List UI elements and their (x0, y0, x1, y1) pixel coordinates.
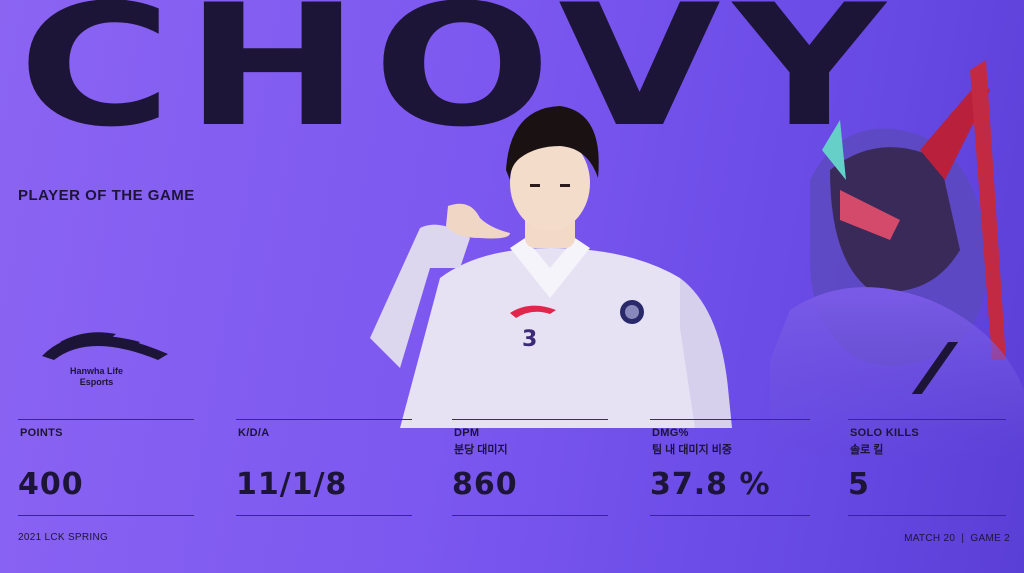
champion-art (770, 60, 1024, 460)
stat-value: 37.8 % (650, 467, 771, 502)
stat-value: 11/1/8 (236, 467, 348, 502)
team-logo (42, 332, 168, 360)
award-label: PLAYER OF THE GAME (18, 187, 195, 204)
player-name-title: CHOVY (18, 0, 898, 164)
stat-sublabel: 솔로 킬 (850, 444, 884, 456)
player-photo: 3 (370, 106, 732, 428)
team-name-line1: Hanwha Life (70, 366, 124, 376)
stat-dpm: DPM 분당 대미지 860 (452, 419, 608, 519)
stat-value: 400 (18, 467, 84, 502)
stat-label: POINTS (20, 427, 63, 439)
team-name: Hanwha Life Esports (70, 366, 123, 388)
team-name-line2: Esports (79, 377, 114, 387)
stat-points: POINTS 400 (18, 419, 194, 519)
stat-label: DPM (454, 427, 480, 439)
match-label: MATCH 20 | GAME 2 (904, 533, 1010, 544)
stats-row: POINTS 400 K/D/A 11/1/8 DPM 분당 대미지 860 D… (0, 419, 1024, 519)
stat-dmg-percent: DMG% 팀 내 대미지 비중 37.8 % (650, 419, 810, 519)
stat-value: 5 (848, 467, 870, 502)
season-label: 2021 LCK SPRING (18, 532, 109, 543)
stat-sublabel: 팀 내 대미지 비중 (652, 444, 733, 456)
stat-value: 860 (452, 467, 518, 502)
stat-solo-kills: SOLO KILLS 솔로 킬 5 (848, 419, 1006, 519)
stat-label: DMG% (652, 427, 689, 439)
stat-label: K/D/A (238, 427, 270, 439)
stat-label: SOLO KILLS (850, 427, 919, 439)
stat-kda: K/D/A 11/1/8 (236, 419, 412, 519)
stat-sublabel: 분당 대미지 (454, 444, 508, 456)
jersey-number: 3 (522, 327, 537, 352)
